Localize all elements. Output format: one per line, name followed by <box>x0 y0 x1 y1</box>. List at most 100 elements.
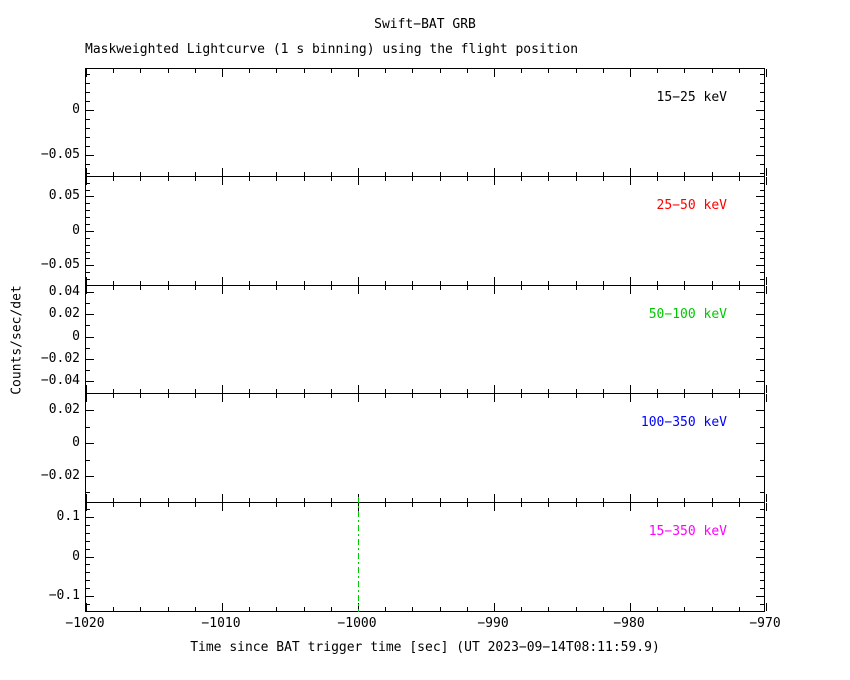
panel-2: 0.05 0 −0.05 25−50 keV <box>41 176 767 286</box>
x-tick <box>222 503 223 512</box>
x-tick <box>276 498 278 503</box>
y-tick <box>86 109 94 111</box>
x-tick <box>630 385 631 394</box>
y-tick <box>760 127 764 129</box>
y-tick <box>86 556 94 558</box>
x-tick <box>630 69 631 77</box>
plot-area: 0 −0.05 15−25 keV 0.05 0 −0.05 25−50 keV 0.04 0.… <box>41 68 767 612</box>
x-tick <box>766 503 767 512</box>
y-tick-label: 0 <box>72 101 80 117</box>
x-tick <box>330 171 332 176</box>
x-tick <box>330 176 332 181</box>
x-tick <box>358 69 359 77</box>
y-tick <box>756 410 764 412</box>
x-tick <box>86 276 87 285</box>
y-tick <box>760 580 764 582</box>
y-tick <box>86 595 94 597</box>
y-tick-label: −0.02 <box>40 351 80 367</box>
x-tick <box>630 394 631 403</box>
band-label: 15−350 keV <box>648 524 727 540</box>
x-tick <box>86 394 87 403</box>
x-tick <box>140 285 142 290</box>
x-tick <box>276 606 278 611</box>
y-tick <box>86 517 94 519</box>
y-tick <box>86 381 94 383</box>
x-tick <box>330 389 332 394</box>
x-tick <box>711 394 713 399</box>
x-tick <box>113 171 115 176</box>
y-tick <box>756 314 764 316</box>
x-tick <box>194 69 196 73</box>
x-tick <box>194 280 196 285</box>
x-tick <box>521 503 523 508</box>
x-tick <box>766 276 767 285</box>
x-tick <box>766 176 767 185</box>
x-tick <box>330 498 332 503</box>
x-tick <box>222 285 223 294</box>
x-tick <box>602 69 604 73</box>
x-tick <box>439 176 441 181</box>
y-tick <box>760 237 764 239</box>
x-tick <box>222 176 223 185</box>
y-tick <box>760 223 764 225</box>
x-tick <box>657 171 659 176</box>
y-tick <box>86 196 94 198</box>
y-tick <box>760 118 764 120</box>
x-tick <box>358 176 359 185</box>
y-tick-label: 0.02 <box>48 402 80 418</box>
y-tick <box>86 279 90 281</box>
y-tick <box>756 154 764 156</box>
x-tick <box>548 69 550 73</box>
chart-title: Swift−BAT GRB <box>374 17 476 32</box>
x-tick <box>194 503 196 508</box>
x-tick <box>494 394 495 403</box>
x-tick <box>276 285 278 290</box>
y-tick <box>86 426 90 428</box>
x-tick <box>548 389 550 394</box>
x-tick <box>494 503 495 512</box>
panel-3: 0.04 0.02 0 −0.02 −0.04 50−100 keV <box>41 284 767 395</box>
y-tick <box>86 154 94 156</box>
x-tick <box>249 389 251 394</box>
x-tick <box>630 285 631 294</box>
y-tick <box>86 223 90 225</box>
x-tick <box>766 167 767 176</box>
x-tick <box>113 606 115 611</box>
y-tick <box>756 475 764 477</box>
x-tick <box>657 280 659 285</box>
x-tick <box>140 280 142 285</box>
x-tick <box>303 606 305 611</box>
x-tick <box>249 171 251 176</box>
y-tick <box>86 217 90 219</box>
x-tick <box>385 606 387 611</box>
x-tick <box>113 280 115 285</box>
x-tick <box>222 394 223 403</box>
y-tick <box>756 291 764 293</box>
y-tick <box>756 265 764 267</box>
x-tick <box>630 494 631 503</box>
x-tick <box>358 285 359 294</box>
x-tick <box>602 176 604 181</box>
x-tick <box>711 389 713 394</box>
x-tick <box>602 498 604 503</box>
x-tick <box>575 176 577 181</box>
y-tick <box>86 145 90 147</box>
y-tick <box>86 127 90 129</box>
x-tick <box>249 606 251 611</box>
x-tick <box>630 602 631 611</box>
x-tick <box>276 389 278 394</box>
x-tick <box>412 280 414 285</box>
y-tick <box>86 540 90 542</box>
x-tick <box>738 171 740 176</box>
x-tick <box>602 394 604 399</box>
band-label: 50−100 keV <box>648 306 727 322</box>
trigger-marker-line <box>358 497 359 612</box>
x-tick <box>766 285 767 294</box>
x-tick <box>330 606 332 611</box>
x-tick <box>303 285 305 290</box>
y-tick <box>760 459 764 461</box>
y-tick <box>760 172 764 174</box>
x-tick <box>466 389 468 394</box>
x-tick <box>167 285 169 290</box>
y-tick <box>86 251 90 253</box>
